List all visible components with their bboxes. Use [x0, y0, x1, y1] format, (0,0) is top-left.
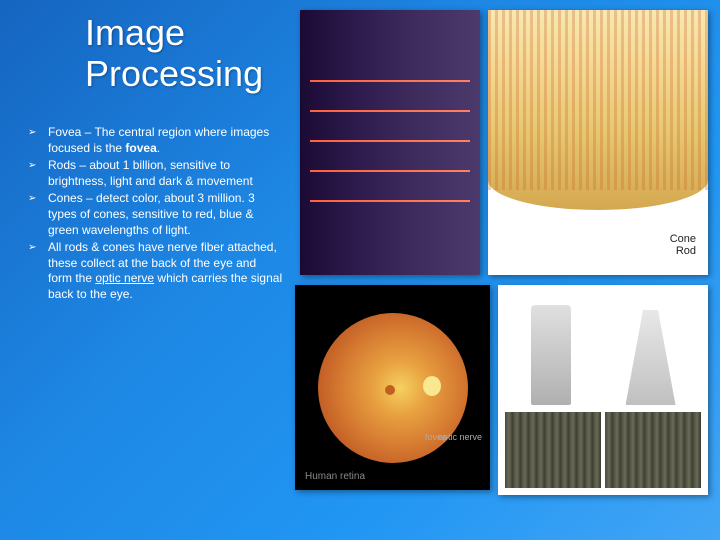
image-fundus-photo: fovea optic nerve Human retina [295, 285, 490, 490]
bullet-item: ➢ Fovea – The central region where image… [28, 125, 283, 156]
rod-cone-drawings [503, 290, 703, 405]
retina-layer [488, 10, 708, 210]
neuron-line [310, 80, 470, 82]
neuron-line [310, 200, 470, 202]
slide: ImageProcessing ➢ Fovea – The central re… [0, 0, 720, 540]
bullet-item: ➢ All rods & cones have nerve fiber atta… [28, 240, 283, 302]
neuron-layer-lines [310, 60, 470, 240]
bullet-marker-icon: ➢ [28, 191, 48, 238]
slide-title: ImageProcessing [85, 12, 263, 95]
bullet-marker-icon: ➢ [28, 158, 48, 189]
optic-nerve-annotation: optic nerve [438, 433, 482, 442]
bullet-text: Cones – detect color, about 3 million. 3… [48, 191, 283, 238]
image-retina-cross-section: Cone Rod [488, 10, 708, 275]
neuron-line [310, 140, 470, 142]
bullet-text: All rods & cones have nerve fiber attach… [48, 240, 283, 302]
retina-labels: Cone Rod [670, 233, 696, 257]
bullet-item: ➢ Rods – about 1 billion, sensitive to b… [28, 158, 283, 189]
rod-cell-icon [531, 305, 571, 405]
neuron-line [310, 110, 470, 112]
neuron-line [310, 170, 470, 172]
bullet-list: ➢ Fovea – The central region where image… [28, 125, 283, 305]
optic-disc-icon [423, 376, 441, 396]
cone-label: Cone [670, 233, 696, 245]
bullet-item: ➢ Cones – detect color, about 3 million.… [28, 191, 283, 238]
retina-photoreceptor-stripes [488, 10, 708, 190]
fovea-spot-icon [385, 385, 395, 395]
bullet-marker-icon: ➢ [28, 125, 48, 156]
rod-label: Rod [670, 245, 696, 257]
rod-cone-micrographs [503, 410, 703, 490]
fundus-caption: Human retina [305, 471, 365, 482]
micrograph-panel [605, 412, 701, 488]
bullet-text: Fovea – The central region where images … [48, 125, 283, 156]
micrograph-panel [505, 412, 601, 488]
image-retinal-neurons [300, 10, 480, 275]
cone-cell-icon [626, 310, 676, 405]
bullet-marker-icon: ➢ [28, 240, 48, 302]
image-rod-cone-diagram [498, 285, 708, 495]
bullet-text: Rods – about 1 billion, sensitive to bri… [48, 158, 283, 189]
